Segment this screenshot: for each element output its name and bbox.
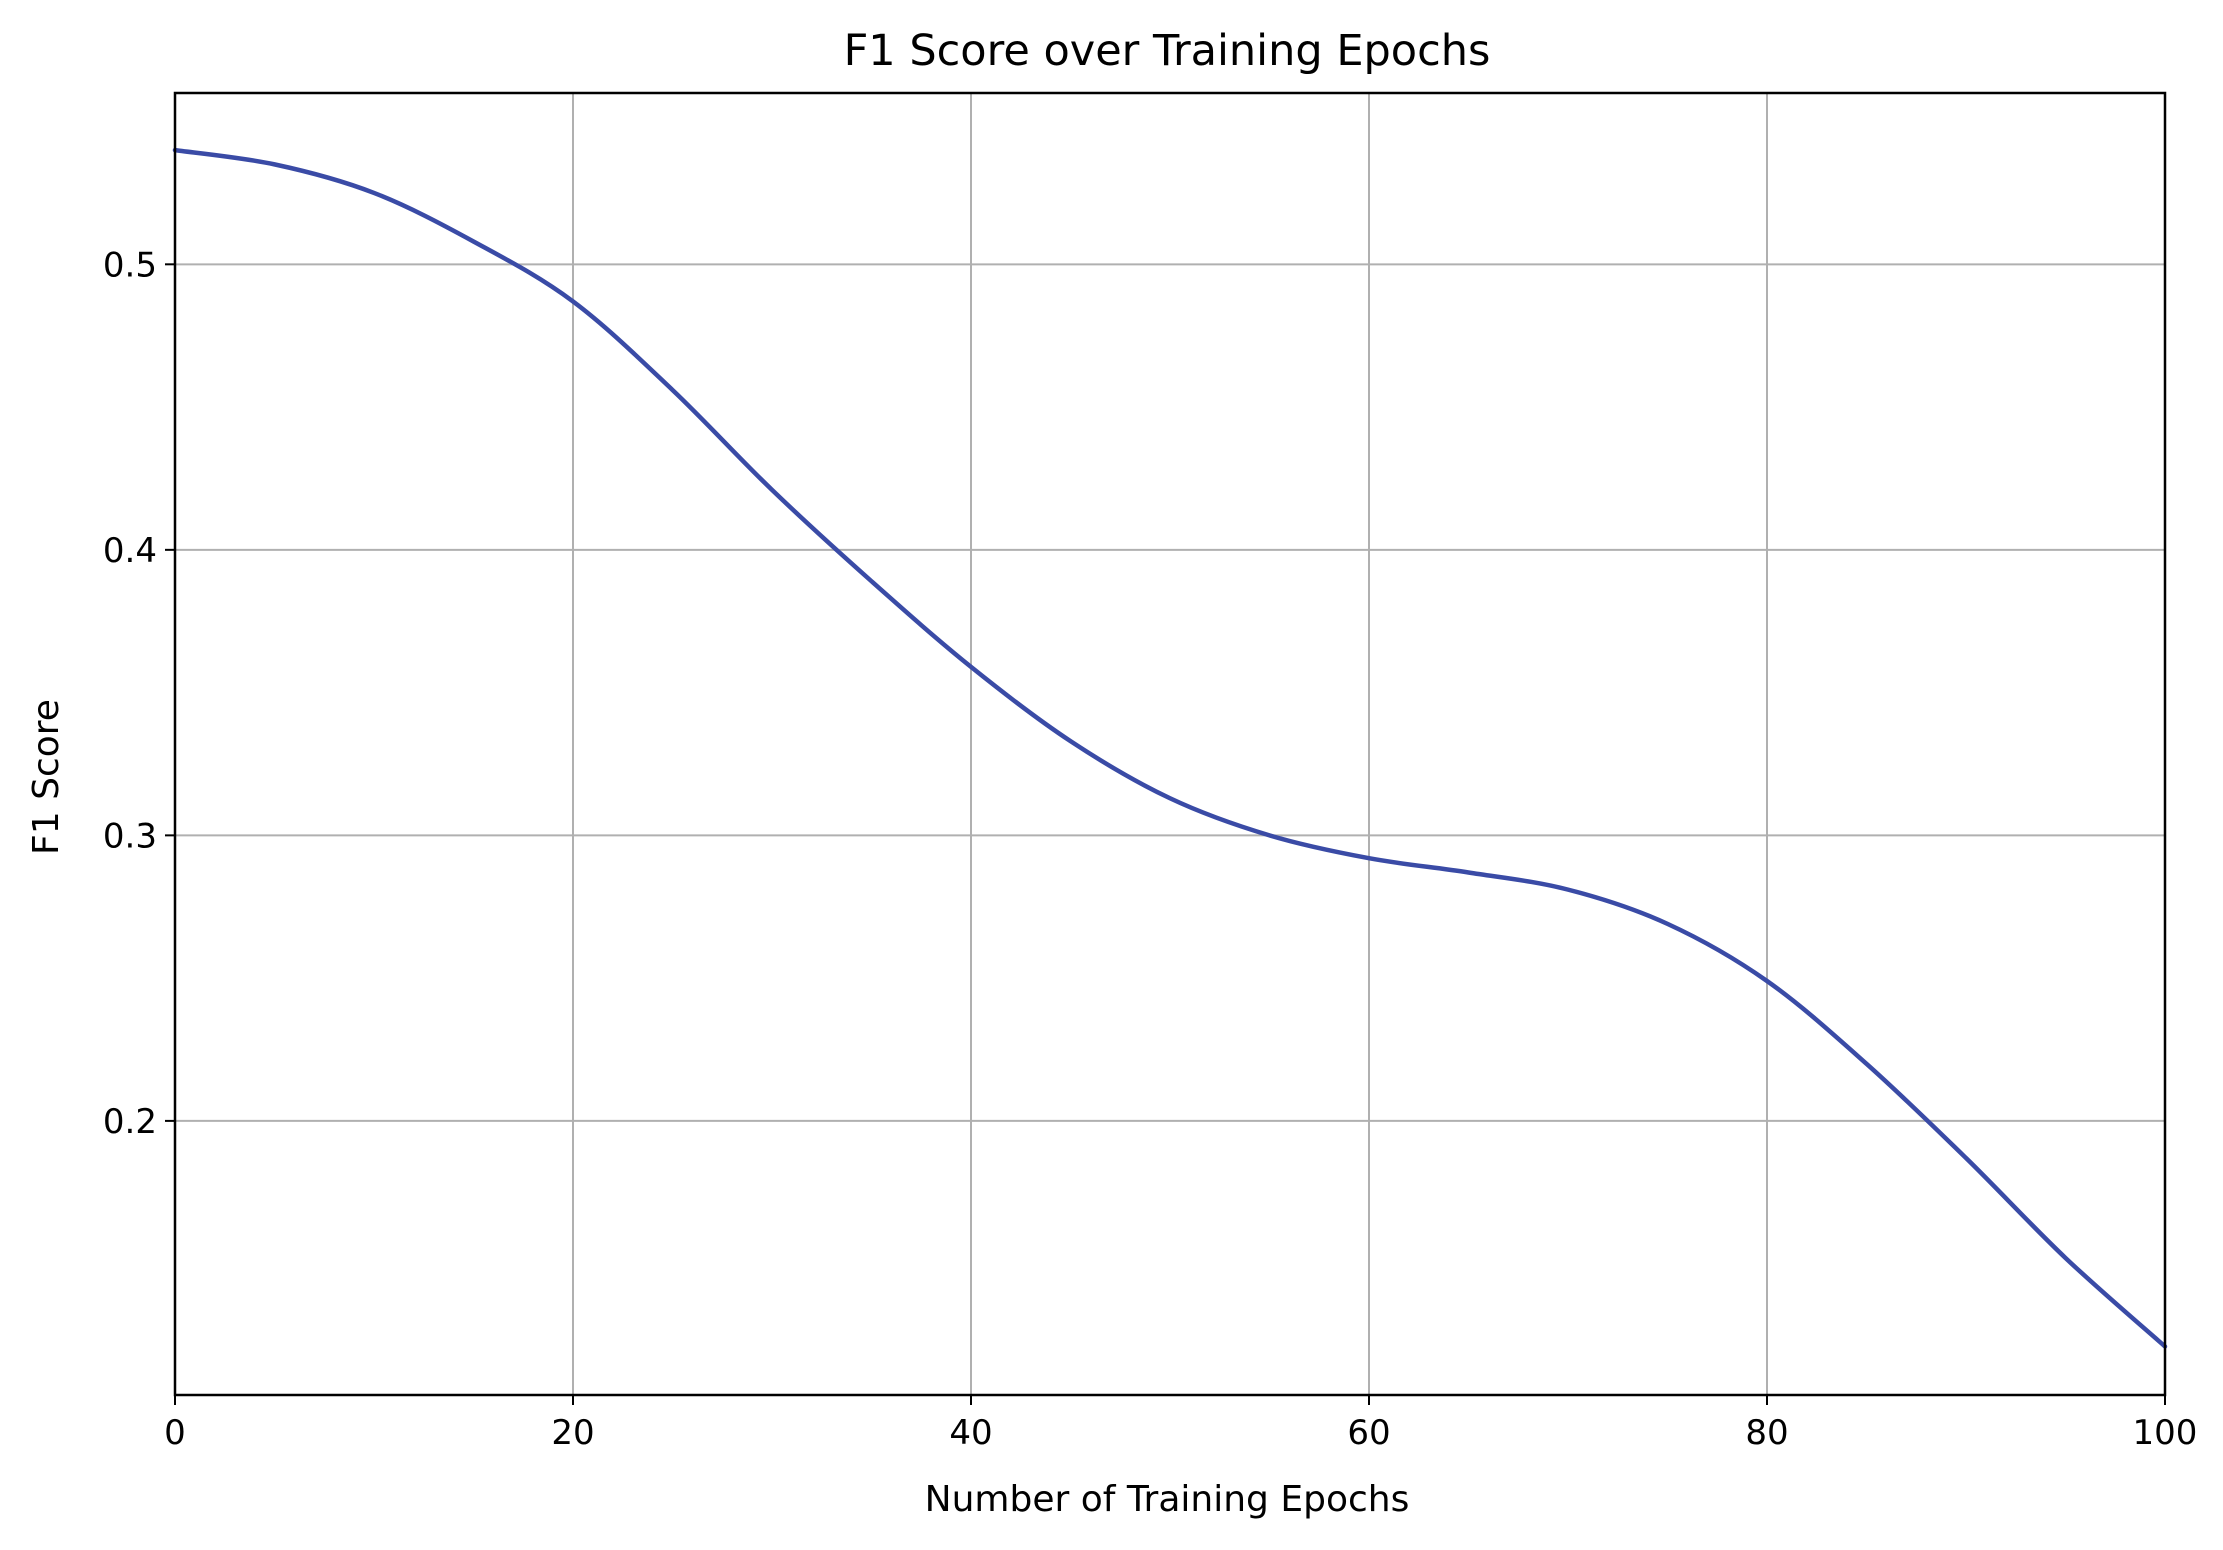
y-axis-label: F1 Score xyxy=(26,699,67,855)
x-tick-label: 20 xyxy=(551,1413,594,1453)
x-tick-label: 0 xyxy=(164,1413,186,1453)
y-tick-label: 0.5 xyxy=(103,245,157,285)
x-tick-label: 60 xyxy=(1347,1413,1390,1453)
y-tick-label: 0.2 xyxy=(103,1102,157,1142)
axes-frame xyxy=(173,91,2167,1397)
axis-ticks: 0 20 40 60 80 100 0.2 0.3 0.4 0.5 xyxy=(103,245,2198,1453)
x-axis-label: Number of Training Epochs xyxy=(925,1479,1410,1520)
x-tick-label: 100 xyxy=(2133,1413,2198,1453)
x-tick-label: 40 xyxy=(949,1413,992,1453)
x-tick-label: 80 xyxy=(1745,1413,1788,1453)
y-tick-label: 0.4 xyxy=(103,531,157,571)
grid-lines xyxy=(174,93,2166,1395)
chart-title: F1 Score over Training Epochs xyxy=(844,26,1491,76)
f1-score-line xyxy=(172,147,2168,1349)
y-tick-label: 0.3 xyxy=(103,816,157,856)
series-layer xyxy=(172,147,2168,1349)
